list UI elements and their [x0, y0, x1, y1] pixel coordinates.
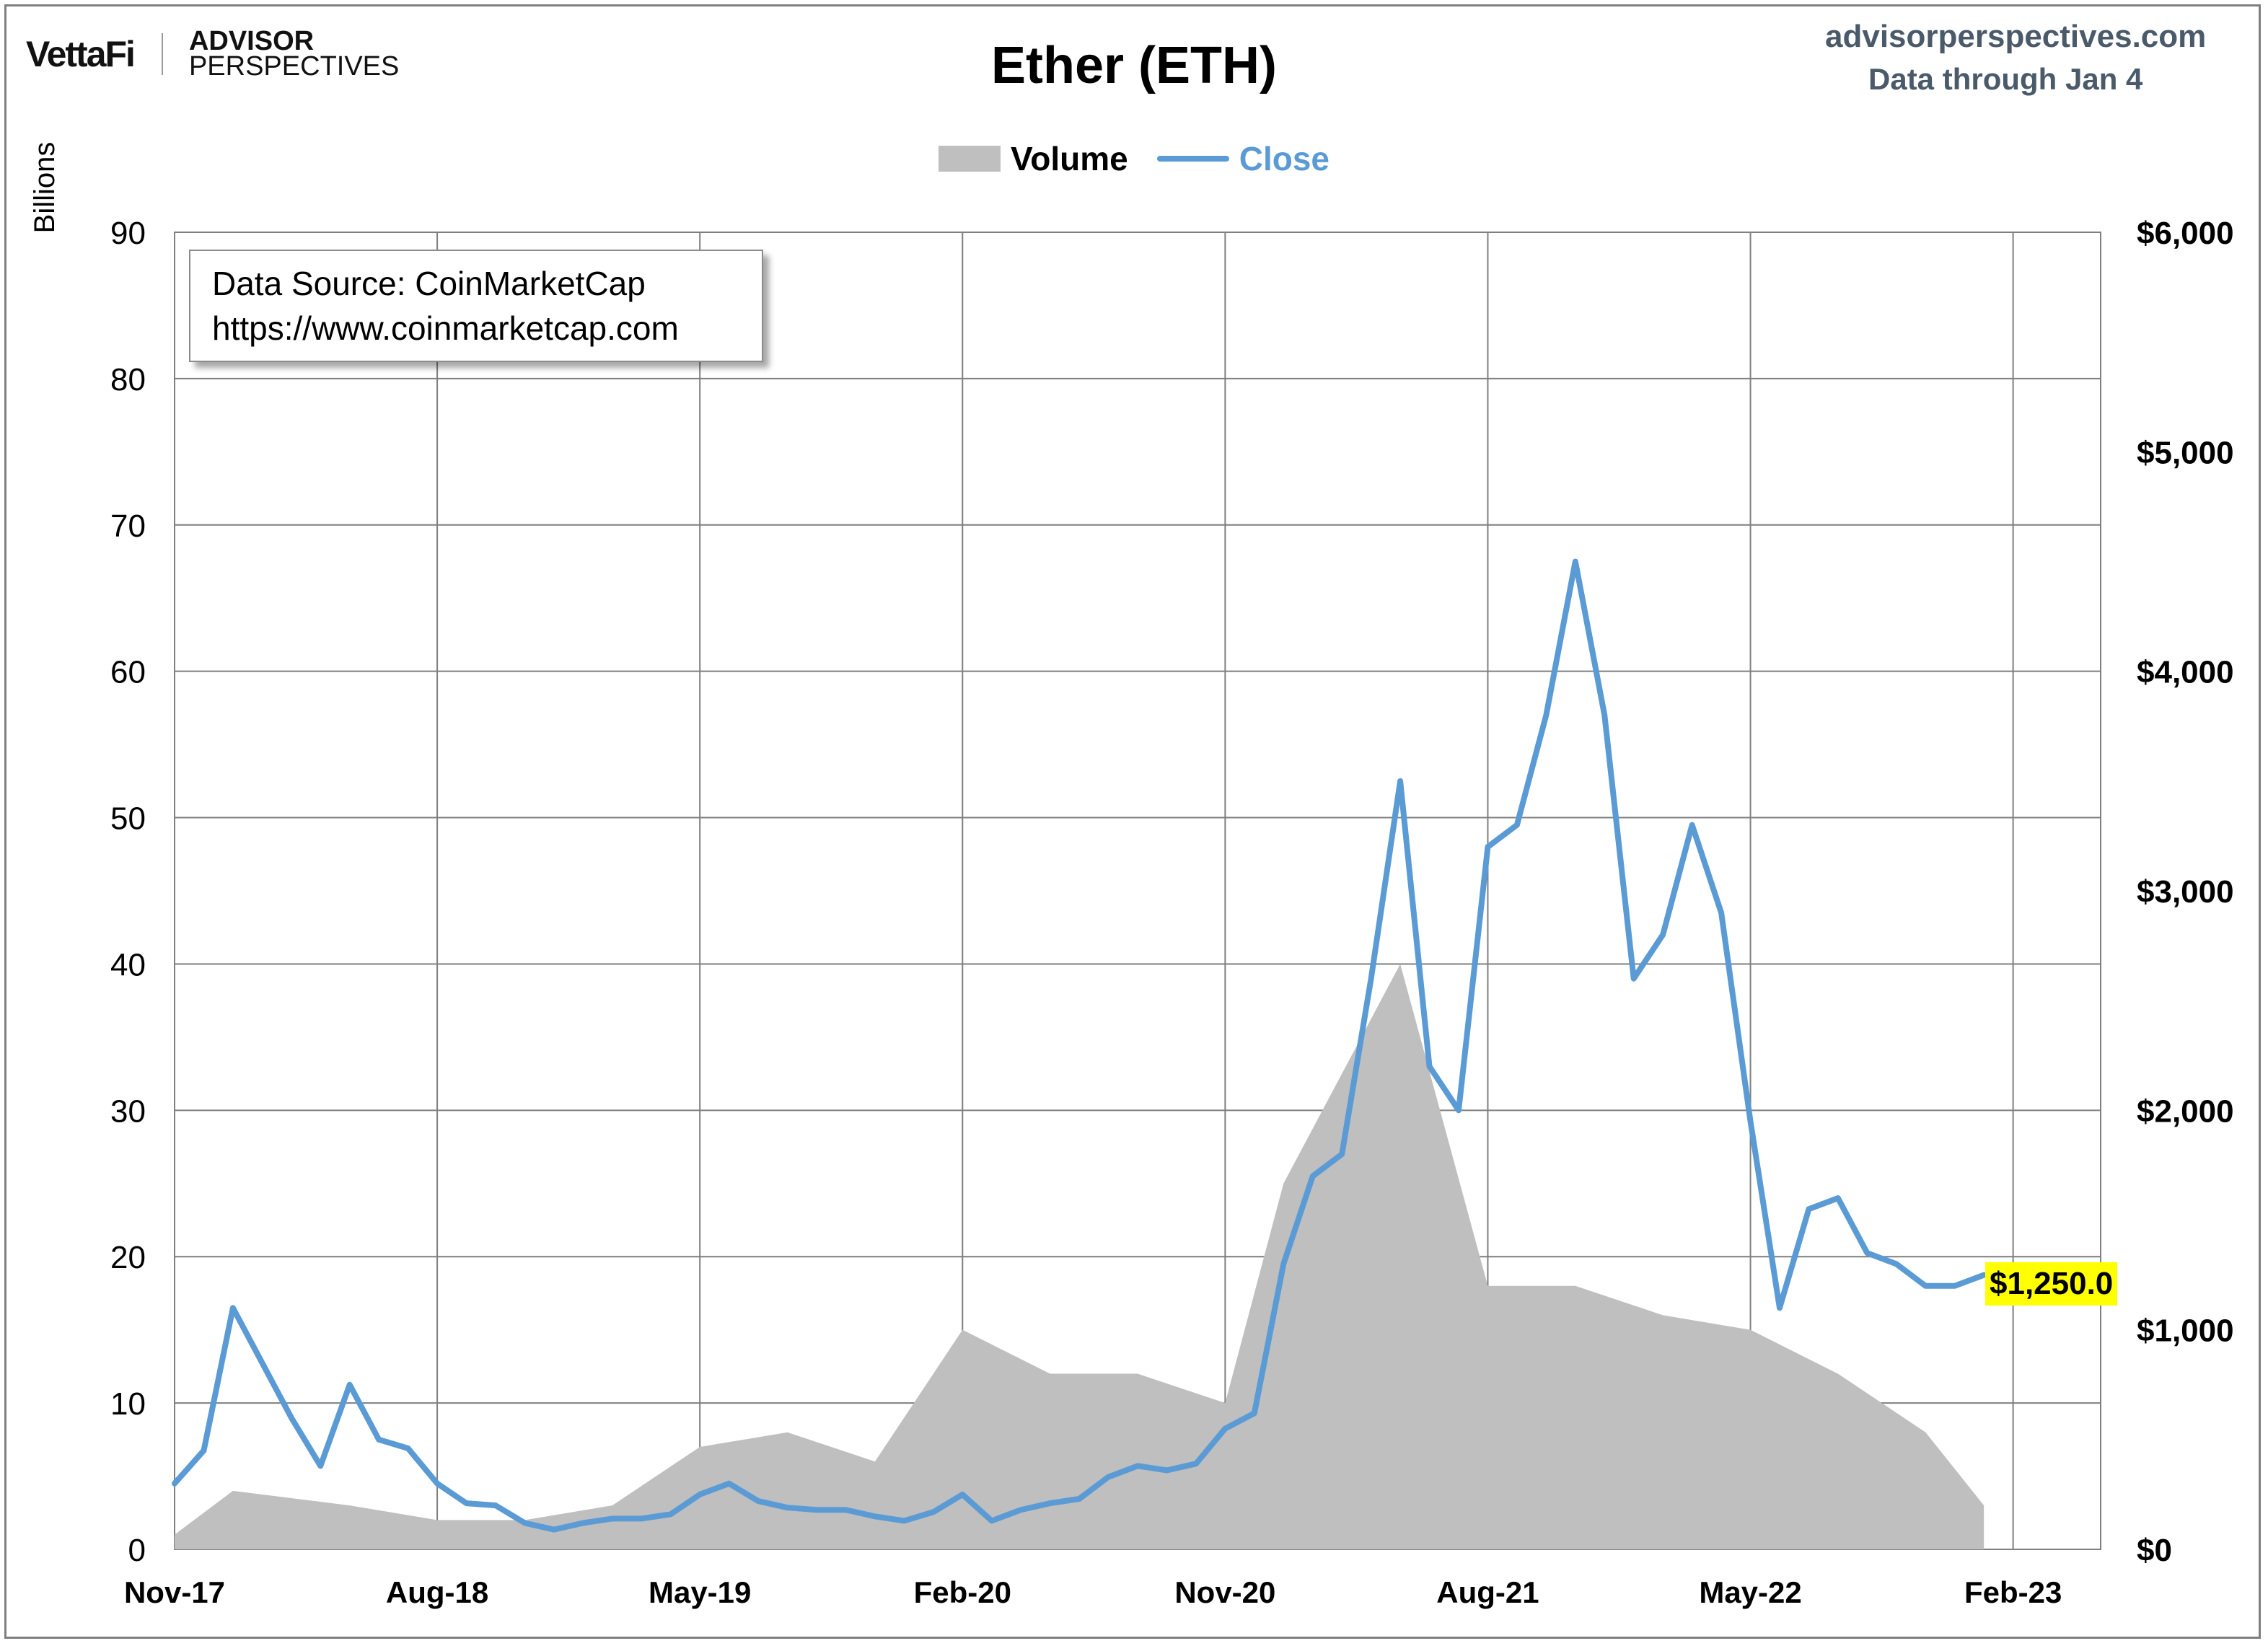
site-url: advisorperspectives.com — [1825, 19, 2207, 54]
x-tick-label: Nov-20 — [1174, 1575, 1275, 1609]
x-tick-label: Aug-18 — [386, 1575, 488, 1609]
x-tick-label: Feb-20 — [914, 1575, 1011, 1609]
last-close-label: $1,250.0 — [1985, 1262, 2118, 1306]
chart-title: Ether (ETH) — [991, 37, 1277, 94]
logo-divider — [161, 33, 163, 75]
y-right-tick-label: $3,000 — [2137, 874, 2234, 910]
y-right-tick-label: $4,000 — [2137, 655, 2234, 690]
data-through-label: Data through Jan 4 — [1868, 62, 2143, 96]
y-left-tick-label: 40 — [110, 947, 146, 982]
volume-swatch — [939, 146, 1001, 172]
y-axis-left-label: Billions — [29, 141, 61, 234]
y-left-tick-label: 90 — [110, 216, 146, 251]
close-swatch — [1156, 156, 1229, 162]
y-left-tick-label: 20 — [110, 1240, 146, 1275]
perspectives-wordmark: PERSPECTIVES — [188, 51, 400, 82]
y-right-tick-label: $0 — [2137, 1533, 2172, 1568]
y-left-tick-label: 50 — [110, 801, 146, 837]
x-tick-label: May-19 — [649, 1575, 751, 1609]
data-source-line: Data Source: CoinMarketCap — [212, 265, 646, 302]
y-left-tick-label: 30 — [110, 1093, 146, 1129]
y-left-tick-label: 0 — [128, 1533, 146, 1568]
y-right-tick-label: $6,000 — [2137, 216, 2234, 251]
advisor-perspectives-logo: ADVISOR PERSPECTIVES — [188, 26, 400, 82]
data-source-url: https://www.coinmarketcap.com — [212, 309, 679, 347]
advisor-wordmark: ADVISOR — [188, 26, 315, 57]
legend-item-close: Close — [1156, 139, 1329, 178]
close-line — [172, 558, 1987, 1533]
y-right-tick-label: $1,000 — [2137, 1313, 2234, 1349]
legend-label-volume: Volume — [1011, 140, 1128, 177]
axis-ticks: 0 10 20 30 40 50 60 70 80 90 $0 $1,000 $2,000 $3,000 $… — [110, 216, 2234, 1609]
x-tick-label: Feb-23 — [1964, 1575, 2062, 1609]
x-tick-label: Aug-21 — [1436, 1575, 1539, 1609]
y-right-tick-label: $5,000 — [2137, 435, 2234, 470]
vettafi-wordmark: VettaFi — [26, 34, 136, 74]
legend-item-volume: Volume — [939, 139, 1128, 178]
data-source-box: Data Source: CoinMarketCap https://www.c… — [189, 250, 763, 362]
chart-legend: Volume Close — [0, 137, 2268, 180]
close-line-layer — [172, 558, 1987, 1533]
grid-lines — [174, 232, 2101, 1550]
y-left-tick-label: 80 — [110, 362, 146, 397]
volume-area — [175, 964, 1984, 1549]
plot-border — [174, 232, 2101, 1550]
y-left-tick-label: 70 — [110, 509, 146, 544]
x-tick-label: May-22 — [1699, 1575, 1801, 1609]
legend-label-close: Close — [1239, 140, 1329, 177]
y-right-tick-label: $2,000 — [2137, 1093, 2234, 1129]
volume-area-layer — [175, 964, 1984, 1549]
vettafi-logo: VettaFi ADVISOR PERSPECTIVES — [26, 26, 400, 82]
x-tick-label: Nov-17 — [124, 1575, 225, 1609]
y-left-tick-label: 60 — [110, 655, 146, 690]
y-left-tick-label: 10 — [110, 1386, 146, 1422]
